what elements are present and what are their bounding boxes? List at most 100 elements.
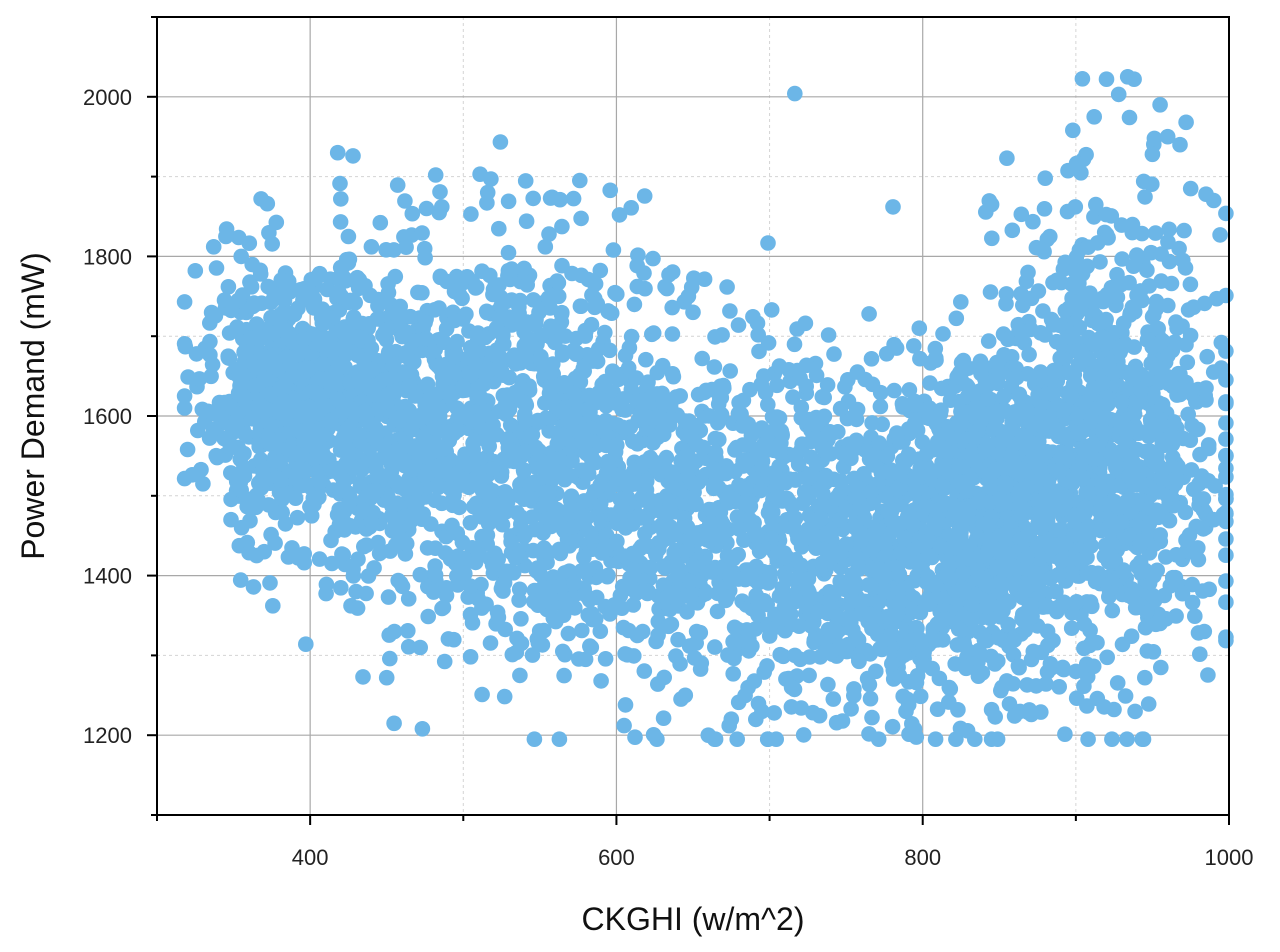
data-point (575, 463, 591, 480)
data-point (928, 352, 944, 369)
data-point (1110, 86, 1127, 103)
data-point (216, 394, 233, 411)
data-point (811, 707, 828, 724)
data-point (627, 729, 643, 745)
data-point (793, 557, 809, 573)
data-point (820, 676, 836, 693)
data-point (440, 631, 457, 647)
data-point (600, 303, 616, 320)
data-point (402, 507, 419, 524)
data-point (966, 452, 983, 469)
data-point (259, 195, 276, 212)
data-point (1196, 623, 1213, 640)
data-point (348, 314, 365, 331)
data-point (1218, 573, 1234, 589)
data-point (311, 489, 327, 506)
data-point (1153, 659, 1169, 676)
data-point (1014, 332, 1030, 348)
data-point (996, 347, 1012, 363)
data-point (545, 379, 561, 395)
data-point (661, 266, 677, 283)
data-point (1137, 189, 1153, 205)
data-point (280, 549, 297, 565)
data-point (556, 667, 572, 684)
data-point (1080, 731, 1096, 747)
data-point (468, 279, 485, 296)
data-point (1062, 329, 1079, 345)
data-point (554, 403, 571, 420)
data-point (636, 454, 653, 470)
data-point (653, 534, 670, 550)
data-point (1085, 658, 1102, 675)
data-point (657, 278, 673, 295)
data-point (432, 268, 449, 285)
data-point (438, 580, 455, 596)
data-point (853, 532, 869, 549)
data-point (685, 558, 701, 574)
data-point (1150, 320, 1166, 337)
data-point (490, 509, 506, 525)
data-point (1146, 130, 1163, 147)
data-point (544, 189, 560, 206)
data-point (1145, 422, 1161, 439)
data-point (971, 494, 987, 510)
data-point (645, 727, 662, 743)
data-point (223, 418, 239, 435)
data-point (430, 479, 447, 496)
data-point (864, 620, 880, 637)
data-point (344, 460, 361, 476)
data-point (208, 260, 225, 276)
data-point (1141, 575, 1158, 591)
data-point (1054, 660, 1071, 677)
data-point (1083, 410, 1099, 427)
data-point (730, 571, 747, 587)
data-point (617, 697, 634, 713)
data-point (922, 375, 938, 391)
data-point (537, 239, 554, 255)
data-point (1102, 445, 1119, 461)
data-point (785, 389, 801, 405)
data-point (820, 327, 837, 343)
data-point (915, 657, 932, 673)
data-point (531, 414, 548, 430)
data-point (932, 538, 949, 555)
data-point (314, 427, 331, 443)
data-point (664, 585, 681, 601)
data-point (1006, 708, 1023, 724)
data-point (523, 490, 539, 506)
data-point (528, 563, 545, 579)
data-point (768, 731, 784, 747)
data-point (1053, 552, 1070, 569)
data-point (1074, 71, 1091, 87)
data-point (1065, 122, 1081, 139)
data-point (316, 448, 333, 465)
data-point (564, 519, 581, 535)
data-point (1115, 315, 1132, 332)
data-point (611, 396, 627, 412)
data-point (899, 691, 916, 708)
data-point (1039, 623, 1056, 640)
data-point (583, 525, 599, 541)
data-point (345, 148, 361, 164)
data-point (349, 364, 366, 380)
data-point (525, 190, 541, 207)
data-point (863, 484, 879, 500)
data-point (1067, 374, 1083, 391)
data-point (216, 292, 233, 309)
data-point (718, 465, 734, 482)
data-point (888, 340, 905, 356)
data-point (790, 570, 806, 586)
data-point (927, 340, 944, 357)
data-point (378, 371, 395, 388)
data-point (1081, 637, 1098, 654)
data-point (467, 355, 483, 372)
data-point (1051, 566, 1067, 583)
data-point (1125, 258, 1142, 275)
data-point (243, 357, 260, 373)
data-point (272, 381, 289, 397)
data-point (416, 448, 433, 465)
data-point (1099, 286, 1115, 303)
data-point (1094, 423, 1111, 440)
data-point (1144, 146, 1161, 163)
data-point (1023, 321, 1039, 338)
